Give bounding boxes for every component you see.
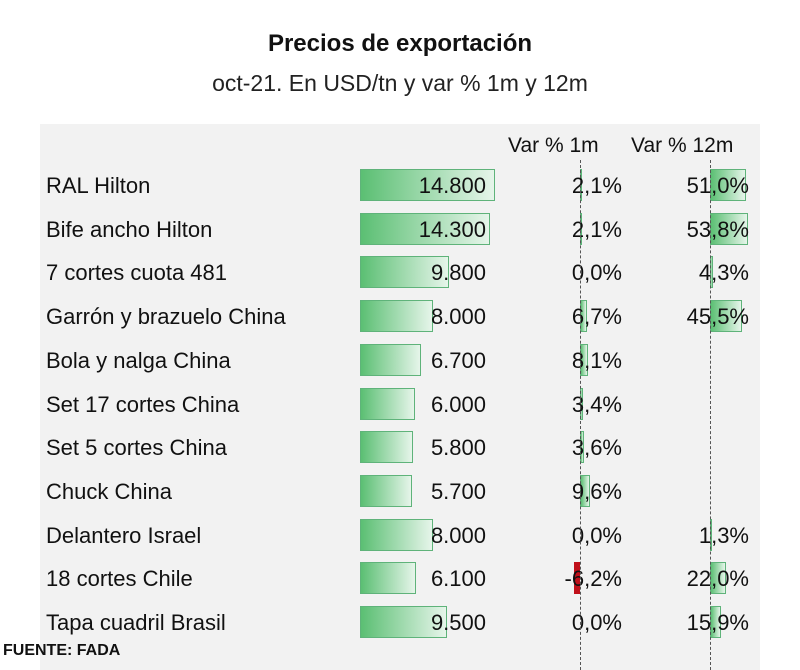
row-label: Tapa cuadril Brasil bbox=[46, 610, 226, 635]
price-value: 5.700 bbox=[430, 478, 486, 504]
row-label: Bola y nalga China bbox=[46, 347, 231, 373]
var-1m-value: 2,1% bbox=[571, 173, 622, 198]
price-value: 9.500 bbox=[430, 610, 486, 635]
column-header-var-12m: Var % 12m bbox=[631, 134, 734, 157]
var-1m-value: 2,1% bbox=[571, 216, 622, 242]
price-bar bbox=[360, 474, 412, 507]
price-bar bbox=[360, 387, 415, 420]
var-1m-axis bbox=[580, 160, 581, 670]
var-1m-bar bbox=[573, 562, 580, 595]
var-1m-value: 3,6% bbox=[571, 435, 622, 461]
price-bar bbox=[360, 431, 413, 464]
price-value: 14.300 bbox=[418, 216, 486, 242]
price-bar bbox=[360, 562, 416, 595]
var-12m-bar bbox=[710, 300, 743, 333]
var-12m-axis bbox=[710, 160, 711, 670]
row-label: Set 17 cortes China bbox=[46, 391, 240, 417]
row-label: RAL Hilton bbox=[46, 173, 151, 198]
price-value: 6.000 bbox=[430, 391, 486, 417]
price-value: 8.000 bbox=[430, 522, 486, 548]
var-12m-value: 51,0% bbox=[686, 173, 749, 198]
price-bar bbox=[360, 518, 433, 551]
price-value: 9.800 bbox=[430, 260, 486, 286]
var-12m-value: 1,3% bbox=[698, 522, 749, 548]
price-value: 14.800 bbox=[418, 173, 486, 198]
var-1m-value: 6,7% bbox=[571, 304, 622, 330]
var-12m-value: 15,9% bbox=[686, 610, 749, 635]
row-label: Delantero Israel bbox=[46, 522, 202, 548]
var-1m-value: 3,4% bbox=[571, 391, 622, 417]
var-12m-value: 4,3% bbox=[698, 260, 749, 286]
var-1m-value: 8,1% bbox=[571, 347, 622, 373]
price-value: 5.800 bbox=[430, 435, 486, 461]
var-12m-bar bbox=[710, 169, 747, 201]
row-label: Bife ancho Hilton bbox=[46, 216, 213, 242]
price-value: 6.100 bbox=[430, 566, 486, 592]
row-label: 7 cortes cuota 481 bbox=[46, 260, 228, 286]
source-note: FUENTE: FADA bbox=[3, 642, 121, 659]
var-1m-value: 0,0% bbox=[571, 610, 622, 635]
var-1m-value: 9,6% bbox=[571, 478, 622, 504]
row-label: Set 5 cortes China bbox=[46, 435, 227, 461]
row-label: Chuck China bbox=[46, 478, 172, 504]
price-bar bbox=[360, 256, 450, 289]
price-bar bbox=[360, 606, 447, 638]
var-12m-value: 22,0% bbox=[686, 566, 749, 592]
chart-title: Precios de exportación bbox=[267, 30, 533, 57]
var-12m-value: 53,8% bbox=[686, 216, 749, 242]
row-label: Garrón y brazuelo China bbox=[46, 304, 286, 330]
price-value: 8.000 bbox=[430, 304, 486, 330]
price-bar bbox=[360, 343, 422, 376]
var-1m-value: -6,2% bbox=[564, 566, 622, 592]
row-label: 18 cortes Chile bbox=[46, 566, 193, 592]
var-12m-value: 45,5% bbox=[686, 304, 749, 330]
price-bar bbox=[360, 169, 495, 201]
var-1m-value: 0,0% bbox=[571, 522, 622, 548]
price-value: 6.700 bbox=[430, 347, 486, 373]
price-bar bbox=[360, 212, 491, 245]
column-header-var-1m: Var % 1m bbox=[508, 134, 599, 157]
chart-subtitle: oct-21. En USD/tn y var % 1m y 12m bbox=[212, 70, 588, 96]
var-1m-value: 0,0% bbox=[571, 260, 622, 286]
price-bar bbox=[360, 300, 433, 333]
